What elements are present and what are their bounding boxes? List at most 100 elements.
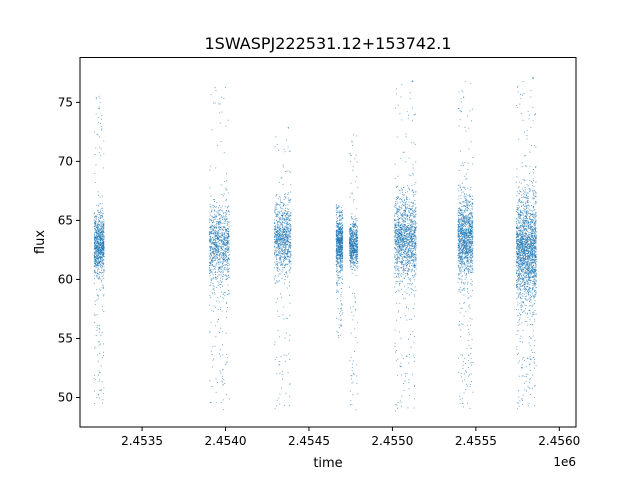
data-point [218, 241, 220, 243]
data-point [415, 254, 417, 256]
data-point [411, 263, 413, 265]
data-point [340, 231, 342, 233]
data-point [276, 243, 278, 244]
data-point [274, 241, 276, 242]
data-point [339, 241, 341, 243]
data-point [218, 282, 220, 284]
data-point [221, 254, 223, 256]
data-point [215, 256, 217, 257]
data-point [282, 235, 284, 237]
data-point [407, 187, 409, 189]
data-point [415, 230, 417, 232]
data-point [338, 248, 339, 250]
data-point [213, 220, 214, 222]
data-point [220, 271, 221, 273]
data-point [220, 284, 222, 285]
data-point [277, 241, 278, 243]
data-point [211, 215, 213, 217]
data-point [402, 254, 404, 256]
data-point [396, 232, 398, 234]
data-point [413, 263, 415, 265]
data-point [284, 213, 286, 214]
chart-title: 1SWASPJ222531.12+153742.1 [204, 34, 451, 53]
data-point [210, 226, 211, 227]
data-point [290, 256, 292, 258]
data-point [214, 209, 215, 211]
data-point [103, 294, 105, 295]
data-point [284, 258, 286, 260]
data-point [401, 240, 403, 242]
data-point [337, 291, 339, 293]
data-point [338, 241, 340, 243]
data-point [409, 278, 411, 279]
data-point [404, 285, 406, 287]
data-point [274, 242, 276, 244]
data-point [210, 238, 212, 240]
data-point [289, 302, 291, 304]
data-point [341, 228, 342, 230]
data-point [276, 237, 278, 238]
data-point [226, 316, 228, 318]
data-point [99, 378, 101, 380]
data-point [279, 255, 281, 256]
data-point [339, 271, 341, 273]
data-point [339, 228, 341, 230]
data-point [210, 220, 212, 222]
data-point [218, 266, 219, 268]
data-point [218, 218, 220, 220]
data-point [408, 338, 409, 340]
data-point [277, 253, 279, 255]
data-point [97, 277, 99, 279]
data-point [397, 196, 399, 198]
data-point [336, 236, 337, 238]
data-point [212, 285, 214, 287]
data-point [356, 233, 358, 235]
data-point [227, 250, 229, 252]
data-point [211, 209, 213, 211]
data-point [403, 226, 405, 228]
data-point [210, 402, 212, 404]
data-point [212, 366, 213, 368]
data-point [414, 385, 416, 387]
data-point [349, 237, 351, 238]
data-point [284, 255, 286, 257]
data-point [337, 232, 339, 234]
data-point [212, 232, 214, 234]
data-point [219, 103, 221, 105]
data-point [224, 242, 226, 243]
data-point [218, 267, 220, 269]
data-point [213, 219, 215, 220]
data-point [408, 225, 409, 226]
data-point [407, 219, 409, 221]
data-point [100, 390, 102, 391]
data-point [284, 264, 286, 265]
data-point [94, 246, 96, 248]
data-point [356, 257, 358, 259]
data-point [208, 234, 210, 235]
data-point [101, 212, 103, 214]
data-point [339, 232, 340, 234]
data-point [224, 249, 225, 251]
data-point [352, 244, 353, 246]
data-point [99, 247, 101, 249]
data-point [342, 266, 343, 267]
data-point [103, 249, 105, 251]
data-point [215, 252, 217, 253]
data-point [275, 282, 277, 284]
data-point [402, 221, 404, 223]
data-point [411, 253, 413, 255]
data-point [400, 250, 402, 251]
data-point [336, 317, 337, 319]
data-point [216, 235, 218, 237]
data-point [283, 243, 285, 245]
data-point [351, 230, 353, 232]
data-point [398, 245, 400, 247]
data-point [352, 261, 354, 263]
data-point [353, 235, 355, 237]
data-point [219, 254, 221, 256]
data-point [96, 314, 98, 316]
data-point [221, 194, 223, 195]
data-point [338, 253, 340, 255]
data-point [336, 226, 338, 228]
data-point [341, 258, 343, 260]
